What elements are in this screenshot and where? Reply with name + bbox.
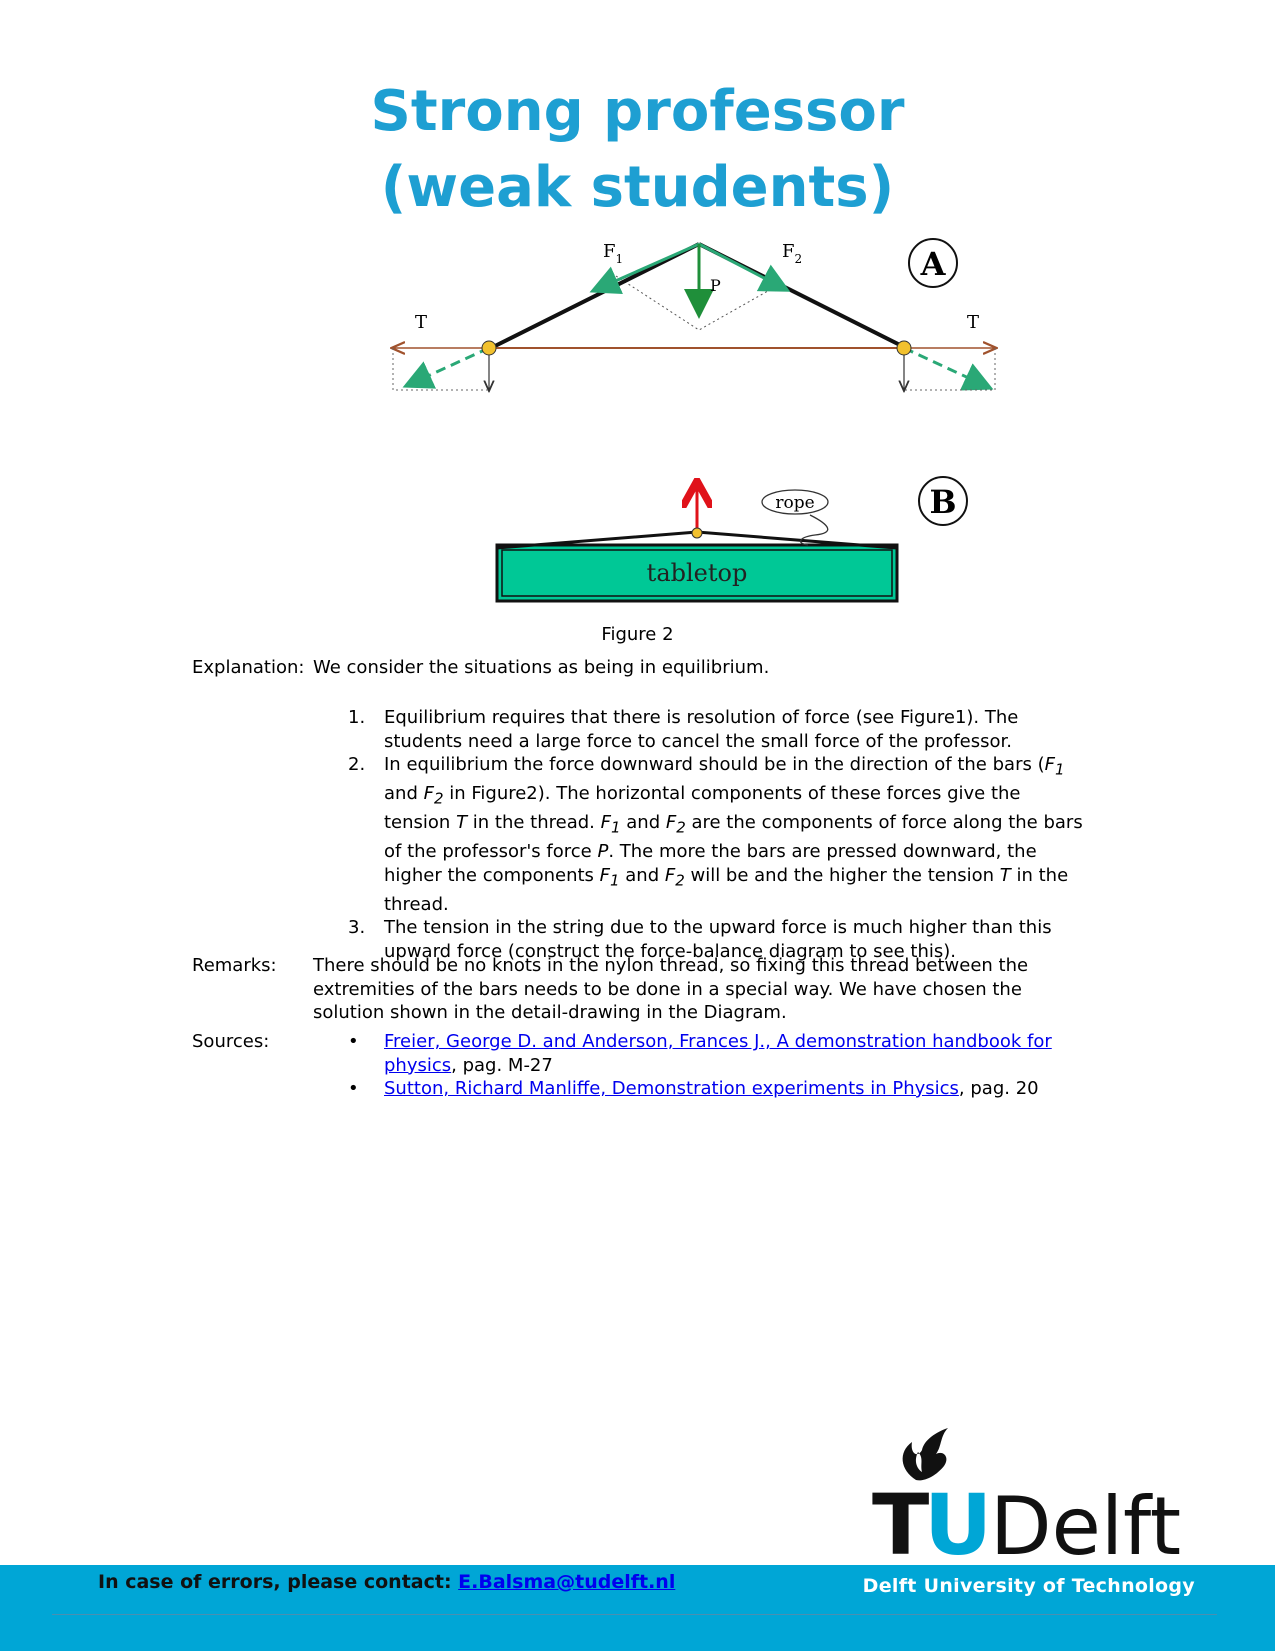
right-dotted-box	[904, 348, 996, 391]
label-a: A	[920, 245, 947, 283]
logo-u: U	[924, 1476, 992, 1562]
item-number: 1.	[348, 707, 366, 728]
flame-icon	[902, 1428, 948, 1481]
badge-b	[918, 476, 968, 526]
label-t-right: T	[967, 312, 979, 333]
f1-arrow	[589, 242, 700, 295]
f2-arrow	[698, 242, 791, 292]
figure-2-diagram: F1 F2 P T T A tabletop rope B	[390, 238, 1010, 603]
label-f1: F1	[603, 241, 623, 266]
left-dashed-arrow	[402, 346, 490, 389]
item-number: 3.	[348, 917, 366, 939]
list-item: • Sutton, Richard Manliffe, Demonstratio…	[192, 1077, 1092, 1101]
left-dotted-box	[392, 348, 489, 391]
center-joint	[691, 527, 703, 539]
source-suffix: , pag. M-27	[451, 1054, 553, 1076]
list-item: • Freier, George D. and Anderson, France…	[192, 1030, 1092, 1077]
list-item: 3. The tension in the string due to the …	[192, 916, 1092, 963]
remarks-label: Remarks:	[192, 955, 277, 976]
explanation-label: Explanation:	[192, 657, 305, 678]
footer-bar	[0, 1565, 1275, 1651]
title-line-2: (weak students)	[380, 155, 895, 220]
item-text: In equilibrium the force downward should…	[384, 754, 1083, 915]
title-line-1: Strong professor	[370, 79, 905, 144]
item-text: The tension in the string due to the upw…	[384, 917, 1052, 962]
explanation-list: 1. Equilibrium requires that there is re…	[192, 706, 1092, 963]
sources-label: Sources:	[192, 1031, 270, 1052]
logo-t: T	[872, 1476, 929, 1562]
university-tagline: Delft University of Technology	[862, 1575, 1195, 1597]
rope-label: rope	[775, 493, 814, 513]
bullet: •	[348, 1078, 359, 1099]
rope-bubble	[761, 489, 829, 515]
diagram-a: F1 F2 P T T A	[392, 238, 996, 391]
bullet: •	[348, 1031, 359, 1052]
bar-left	[488, 242, 700, 351]
label-t-left: T	[415, 312, 427, 333]
sources-list: • Freier, George D. and Anderson, France…	[192, 1030, 1092, 1101]
label-f2: F2	[782, 241, 802, 266]
item-text: Equilibrium requires that there is resol…	[384, 707, 1019, 752]
source-link-freier[interactable]: Freier, George D. and Anderson, Frances …	[384, 1031, 1052, 1076]
source-suffix: , pag. 20	[958, 1078, 1039, 1099]
contact-email-link[interactable]: E.Balsma@tudelft.nl	[458, 1571, 676, 1593]
joint-right	[896, 340, 912, 356]
list-item: 2. In equilibrium the force downward sho…	[192, 753, 1092, 916]
page-title: Strong professor (weak students)	[0, 74, 1275, 226]
logo-delft: Delft	[990, 1480, 1181, 1562]
contact-label: In case of errors, please contact:	[98, 1571, 459, 1593]
tabletop	[495, 543, 899, 603]
right-dashed-arrow	[903, 346, 994, 391]
badge-a	[908, 238, 958, 288]
label-p: P	[710, 276, 721, 295]
item-number: 2.	[348, 754, 366, 775]
tu-delft-logo: T U Delft	[872, 1428, 1181, 1562]
figure-caption: Figure 2	[601, 624, 674, 645]
tabletop-label: tabletop	[647, 559, 748, 587]
contact-line: In case of errors, please contact: E.Bal…	[98, 1571, 675, 1593]
source-link-sutton[interactable]: Sutton, Richard Manliffe, Demonstration …	[384, 1078, 959, 1099]
explanation-intro: We consider the situations as being in e…	[313, 657, 770, 678]
rope-curl	[799, 514, 829, 546]
joint-left	[481, 340, 497, 356]
remarks-text: There should be no knots in the nylon th…	[313, 955, 1029, 1023]
list-item: 1. Equilibrium requires that there is re…	[192, 706, 1092, 753]
footer-divider	[52, 1614, 1217, 1615]
label-b: B	[929, 483, 956, 521]
diagram-b: tabletop rope B	[495, 476, 968, 603]
